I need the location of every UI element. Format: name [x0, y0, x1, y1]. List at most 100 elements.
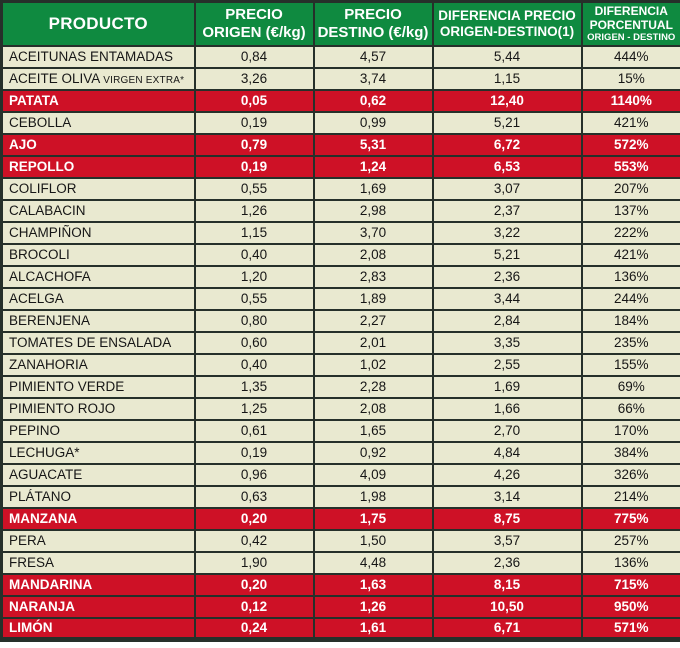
header-precio-origen-line2: ORIGEN (€/kg): [202, 23, 306, 41]
diferencia-precio-cell: 3,57: [431, 528, 583, 553]
diferencia-precio-cell: 3,07: [431, 176, 583, 201]
precio-origen-cell: 0,42: [193, 528, 315, 553]
precio-origen-cell: 0,55: [193, 176, 315, 201]
diferencia-porcentual-cell: 136%: [580, 264, 680, 289]
diferencia-porcentual-cell: 136%: [580, 550, 680, 575]
precio-origen-cell: 0,19: [193, 440, 315, 465]
precio-destino-cell: 1,61: [312, 616, 434, 641]
precio-origen-cell: 0,19: [193, 154, 315, 179]
diferencia-porcentual-cell: 257%: [580, 528, 680, 553]
diferencia-precio-cell: 3,14: [431, 484, 583, 509]
precio-destino-cell: 0,99: [312, 110, 434, 135]
precio-origen-cell: 0,24: [193, 616, 315, 641]
product-name-cell: PEPINO: [0, 418, 196, 443]
table-row: ZANAHORIA 0,40 1,02 2,55 155%: [0, 352, 680, 377]
product-name-cell: CALABACIN: [0, 198, 196, 223]
precio-origen-cell: 0,40: [193, 352, 315, 377]
precio-destino-cell: 2,01: [312, 330, 434, 355]
diferencia-precio-cell: 2,55: [431, 352, 583, 377]
table-row: PIMIENTO ROJO 1,25 2,08 1,66 66%: [0, 396, 680, 421]
precio-destino-cell: 2,83: [312, 264, 434, 289]
product-name-cell: CEBOLLA: [0, 110, 196, 135]
diferencia-precio-cell: 5,21: [431, 110, 583, 135]
product-name-cell: NARANJA: [0, 594, 196, 619]
product-name-cell: LIMÓN: [0, 616, 196, 641]
diferencia-porcentual-cell: 155%: [580, 352, 680, 377]
header-diferencia-porcentual-line2: PORCENTUAL: [589, 17, 673, 32]
product-name-cell: AGUACATE: [0, 462, 196, 487]
precio-destino-cell: 2,27: [312, 308, 434, 333]
diferencia-porcentual-cell: 66%: [580, 396, 680, 421]
table-row: CHAMPIÑON 1,15 3,70 3,22 222%: [0, 220, 680, 245]
diferencia-precio-cell: 4,26: [431, 462, 583, 487]
product-name-cell: ACELGA: [0, 286, 196, 311]
precio-destino-cell: 1,69: [312, 176, 434, 201]
diferencia-precio-cell: 2,70: [431, 418, 583, 443]
precio-origen-cell: 0,60: [193, 330, 315, 355]
precio-origen-cell: 1,26: [193, 198, 315, 223]
precio-origen-cell: 0,20: [193, 506, 315, 531]
precio-destino-cell: 2,98: [312, 198, 434, 223]
diferencia-precio-cell: 2,37: [431, 198, 583, 223]
precio-origen-cell: 3,26: [193, 66, 315, 91]
precio-origen-cell: 0,63: [193, 484, 315, 509]
precio-destino-cell: 5,31: [312, 132, 434, 157]
table-row: TOMATES DE ENSALADA 0,60 2,01 3,35 235%: [0, 330, 680, 355]
product-name-cell: MANZANA: [0, 506, 196, 531]
product-name-cell: ACEITUNAS ENTAMADAS: [0, 44, 196, 69]
product-name-cell: FRESA: [0, 550, 196, 575]
diferencia-precio-cell: 8,75: [431, 506, 583, 531]
header-row: PRODUCTO PRECIO ORIGEN (€/kg) PRECIO DES…: [0, 0, 680, 47]
header-diferencia-precio-line1: DIFERENCIA PRECIO: [438, 7, 576, 23]
precio-destino-cell: 3,70: [312, 220, 434, 245]
table-row: COLIFLOR 0,55 1,69 3,07 207%: [0, 176, 680, 201]
precio-destino-cell: 1,63: [312, 572, 434, 597]
product-name-cell: COLIFLOR: [0, 176, 196, 201]
precio-destino-cell: 1,89: [312, 286, 434, 311]
precio-destino-cell: 2,08: [312, 396, 434, 421]
table-row: PIMIENTO VERDE 1,35 2,28 1,69 69%: [0, 374, 680, 399]
precio-origen-cell: 0,40: [193, 242, 315, 267]
header-diferencia-precio: DIFERENCIA PRECIO ORIGEN-DESTINO(1): [431, 0, 583, 47]
table-row: ACEITUNAS ENTAMADAS 0,84 4,57 5,44 444%: [0, 44, 680, 69]
header-diferencia-precio-line2: ORIGEN-DESTINO(1): [439, 23, 575, 39]
product-name-cell: BROCOLI: [0, 242, 196, 267]
diferencia-porcentual-cell: 235%: [580, 330, 680, 355]
precio-origen-cell: 0,20: [193, 572, 315, 597]
table-row: AGUACATE 0,96 4,09 4,26 326%: [0, 462, 680, 487]
header-precio-destino: PRECIO DESTINO (€/kg): [312, 0, 434, 47]
diferencia-porcentual-cell: 384%: [580, 440, 680, 465]
precio-origen-cell: 1,20: [193, 264, 315, 289]
header-diferencia-porcentual-line3: ORIGEN - DESTINO: [587, 31, 676, 43]
table-body: ACEITUNAS ENTAMADAS 0,84 4,57 5,44 444% ACEIT…: [0, 44, 680, 641]
product-name-small-text: VIRGEN EXTRA*: [100, 75, 185, 86]
diferencia-porcentual-cell: 553%: [580, 154, 680, 179]
diferencia-precio-cell: 1,15: [431, 66, 583, 91]
table-row: PERA 0,42 1,50 3,57 257%: [0, 528, 680, 553]
diferencia-porcentual-cell: 214%: [580, 484, 680, 509]
product-name-cell: PIMIENTO VERDE: [0, 374, 196, 399]
precio-origen-cell: 0,19: [193, 110, 315, 135]
precio-destino-cell: 1,75: [312, 506, 434, 531]
diferencia-precio-cell: 12,40: [431, 88, 583, 113]
table-row: PEPINO 0,61 1,65 2,70 170%: [0, 418, 680, 443]
diferencia-porcentual-cell: 572%: [580, 132, 680, 157]
product-name-cell: AJO: [0, 132, 196, 157]
product-name-cell: PIMIENTO ROJO: [0, 396, 196, 421]
diferencia-porcentual-cell: 715%: [580, 572, 680, 597]
diferencia-precio-cell: 3,44: [431, 286, 583, 311]
diferencia-porcentual-cell: 444%: [580, 44, 680, 69]
table-row: BROCOLI 0,40 2,08 5,21 421%: [0, 242, 680, 267]
diferencia-porcentual-cell: 184%: [580, 308, 680, 333]
header-precio-destino-line1: PRECIO: [344, 6, 402, 24]
diferencia-porcentual-cell: 421%: [580, 110, 680, 135]
diferencia-porcentual-cell: 137%: [580, 198, 680, 223]
diferencia-precio-cell: 3,35: [431, 330, 583, 355]
diferencia-porcentual-cell: 222%: [580, 220, 680, 245]
diferencia-precio-cell: 1,66: [431, 396, 583, 421]
precio-destino-cell: 1,65: [312, 418, 434, 443]
product-name-cell: BERENJENA: [0, 308, 196, 333]
precio-destino-cell: 1,50: [312, 528, 434, 553]
precio-origen-cell: 1,90: [193, 550, 315, 575]
